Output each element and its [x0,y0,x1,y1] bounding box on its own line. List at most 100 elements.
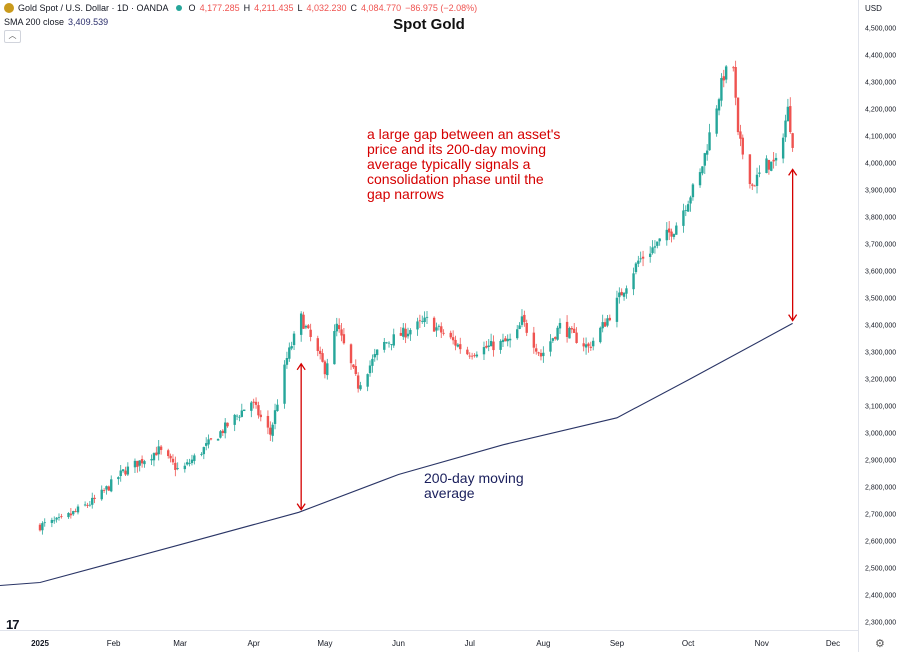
time-tick-label: Aug [536,639,551,648]
low-value: 4,032.230 [306,3,347,13]
candle-body [584,344,588,348]
candle-body [93,497,96,499]
candle-body [169,455,172,459]
price-tick-label: 4,100,000 [865,133,897,141]
close-label: C [350,3,358,13]
candle-body [720,78,723,101]
candle-body [121,469,125,472]
candle-body [250,402,253,411]
candle-body [475,354,479,357]
gap-arrow [296,362,306,511]
indicator-label[interactable]: SMA 200 close [4,17,65,27]
candle-body [442,332,445,334]
market-status-icon [175,5,182,11]
candle-body [653,246,657,248]
candle-body [299,313,303,335]
candle-body [454,339,457,346]
candle-body [356,375,360,389]
time-tick-label: Feb [106,639,121,648]
candle-body [618,292,621,298]
chevron-up-icon: ︿ [8,31,17,40]
candle-body [50,519,54,523]
time-tick-label: Mar [173,639,187,648]
candle-body [554,337,557,339]
candle-body [371,358,374,366]
symbol-header[interactable]: Gold Spot / U.S. Dollar · 1D · OANDA O 4,… [4,3,477,13]
candle-body [705,150,709,155]
candle-body [755,174,759,186]
candle-body [238,416,241,418]
candle-body [83,504,87,506]
candle-body [252,401,255,403]
candle-body [525,323,528,333]
candle-body [200,453,203,455]
candle-body [784,120,787,138]
candle-body [437,325,441,327]
candle-body [167,450,170,457]
candle-body [117,477,120,480]
price-tick-label: 2,400,000 [865,592,897,600]
settings-gear-icon[interactable]: ⚙ [875,638,885,650]
candle-body [235,415,239,417]
candle-body [219,431,222,438]
candle-body [501,339,505,343]
price-scale[interactable]: USD 2,300,000 2,400,000 2,500,000 2,600,000… [858,0,900,652]
candle-body [570,328,574,330]
candle-body [38,524,42,531]
time-scale[interactable]: 2025 Feb Mar Apr May Jun Jul Aug Sep Oct Nov Dec [0,630,858,653]
candle-body [86,505,89,506]
candle-body [508,338,512,341]
chart-area[interactable]: Gold Spot / U.S. Dollar · 1D · OANDA O 4,… [0,0,858,632]
candle-body [402,327,405,337]
price-tick-label: 4,200,000 [865,106,897,114]
candle-body [736,97,740,133]
candle-body [266,415,270,428]
candle-body [641,256,645,259]
price-chart[interactable] [0,0,858,630]
time-tick-label: Nov [754,639,769,648]
collapse-legend-button[interactable]: ︿ [4,30,21,43]
candle-body [240,410,244,417]
candle-body [53,520,56,522]
candle-body [216,438,220,441]
price-tick-label: 2,300,000 [865,619,897,627]
candle-body [226,422,229,427]
candle-body [74,511,77,512]
candle-body [72,511,75,515]
candle-body [349,344,353,364]
candle-body [342,334,346,344]
candle-body [188,463,191,464]
price-tick-label: 4,500,000 [865,25,897,33]
candle-body [537,352,540,354]
price-tick-label: 3,500,000 [865,295,897,303]
candle-body [667,228,671,233]
candle-body [375,349,379,356]
candle-body [751,184,754,186]
symbol-name[interactable]: Gold Spot / U.S. Dollar · 1D · OANDA [18,3,169,13]
indicator-legend[interactable]: SMA 200 close 3,409.539 [4,17,108,27]
candle-body [425,316,429,318]
candle-body [373,354,376,358]
candle-body [620,291,623,296]
price-tick-label: 3,700,000 [865,241,897,249]
tradingview-logo-icon[interactable]: 17 [6,617,20,632]
candle-body [781,137,785,159]
candle-body [335,323,338,332]
candle-body [708,132,711,151]
candle-body [791,133,794,148]
candle-body [107,486,111,491]
candle-body [221,430,225,434]
candle-body [786,106,790,122]
currency-label[interactable]: USD [865,4,882,13]
candle-body [758,172,761,174]
price-tick-label: 2,700,000 [865,511,897,519]
candle-body [100,489,103,500]
price-tick-label: 3,600,000 [865,268,897,276]
candle-body [739,131,742,139]
candle-body [468,355,471,357]
candle-body [689,197,692,204]
high-value: 4,211.435 [254,3,294,13]
candle-body [535,348,538,352]
candle-body [309,329,312,337]
candle-body [592,340,595,347]
